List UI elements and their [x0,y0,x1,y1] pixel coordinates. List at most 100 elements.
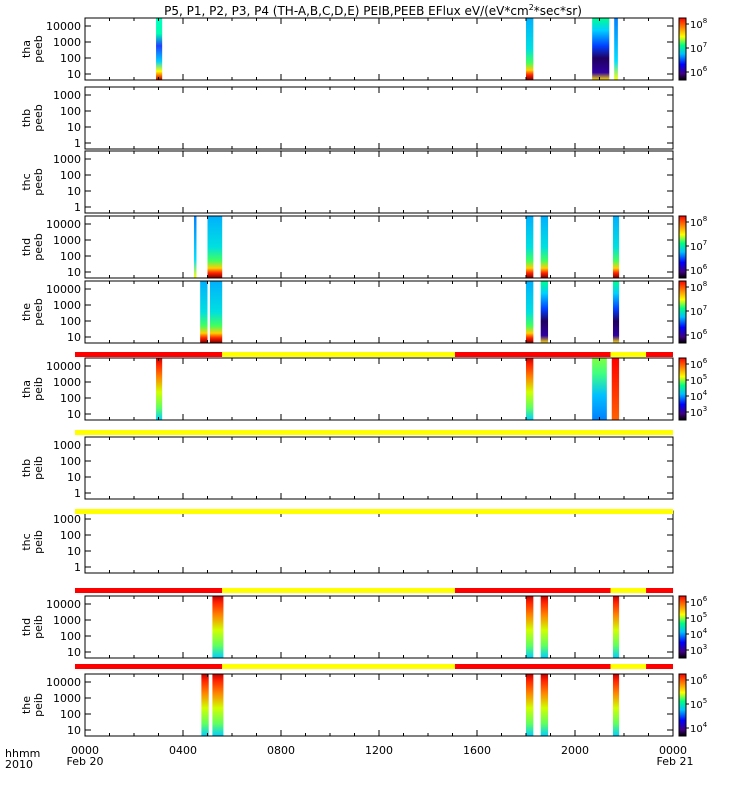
panel-label-probe-thbpeib: thb [20,459,33,477]
y-tick-label-thcpeeb-0: 1 [74,201,81,214]
title-tail: *sec*sr) [534,4,582,18]
colorbar-thepeib [678,673,687,737]
colorbar-tick-label-thdpeib-1: 105 [690,611,707,625]
colorbar-tick-label-thdpeib-0: 106 [690,595,708,609]
colorbar-tick-label-thepeib-1: 105 [690,697,707,711]
y-tick-label-thepeib-0: 10 [67,724,81,737]
y-tick-label-thdpeib-1: 100 [60,630,81,643]
burst-thapeeb-0 [156,18,163,80]
panel-frame-thapeeb [84,17,674,81]
y-tick-label-thapeeb-1: 100 [60,52,81,65]
panel-frame-thcpeeb [84,150,674,214]
panel-frame-thdpeeb [84,215,674,279]
mode-bar-thapeib-3 [610,352,647,357]
y-tick-label-thepeeb-3: 10000 [46,283,81,296]
y-tick-label-thdpeeb-1: 100 [60,250,81,263]
burst-thepeib-3 [540,674,549,736]
panel-frame-thbpeeb [84,86,674,150]
y-tick-label-thcpeeb-1: 10 [67,185,81,198]
time-axis: hhmm 2010 0000 0400 0800 1200 1600 2000 0000 F… [5,744,693,771]
y-tick-label-thepeib-3: 10000 [46,676,81,689]
colorbar-tick-label-thepeeb-0: 108 [690,280,707,294]
panel-label-probe-thepeib: the [20,696,33,714]
burst-thapeib-1 [526,358,534,420]
burst-thepeeb-1 [209,281,223,343]
burst-thepeeb-0 [200,281,208,343]
panel-label-product-thcpeeb: peeb [32,168,45,196]
colorbar-tick-label-thapeib-1: 105 [690,373,707,387]
y-tick-label-thepeeb-2: 1000 [53,299,81,312]
y-tick-label-thapeeb-3: 10000 [46,20,81,33]
mode-bar-thapeib-2 [454,352,611,357]
panel-frame-thepeeb [84,280,674,344]
y-tick-label-thdpeib-0: 10 [67,646,81,659]
burst-thapeeb-2 [592,18,610,80]
title-superscript: 2 [529,3,534,12]
panel-frame-thcpeib [84,510,674,574]
y-tick-label-thapeeb-0: 10 [67,68,81,81]
burst-thepeeb-3 [540,281,549,343]
plot-title: P5, P1, P2, P3, P4 (TH-A,B,C,D,E) PEIB,P… [164,3,582,18]
panel-label-probe-thbpeeb: thb [20,109,33,127]
mode-bar-thepeib-0 [75,664,223,669]
y-tick-label-thepeeb-0: 10 [67,331,81,344]
y-tick-label-thbpeib-1: 10 [67,471,81,484]
time-tick-labels: 0000 0400 0800 1200 1600 2000 0000 [71,744,687,757]
burst-thdpeeb-2 [526,216,534,278]
mode-bar-thbpeib-0 [75,430,673,435]
burst-thepeib-2 [526,674,534,736]
panel-label-product-thepeib: peib [32,693,45,717]
y-tick-label-thcpeib-3: 1000 [53,513,81,526]
burst-thdpeib-3 [612,596,620,658]
panel-label-product-thbpeib: peib [32,456,45,480]
burst-thepeib-0 [201,674,209,736]
panel-thcpeeb: 1 10 100 1000 thc peeb [20,150,674,214]
panel-label-probe-thapeib: tha [20,380,33,398]
panels: 10 100 1000 10000 tha peeb 108 107 106 1 10 100 1000… [20,17,708,737]
y-tick-label-thapeib-3: 10000 [46,360,81,373]
burst-thapeeb-3 [614,18,618,80]
panel-label-probe-thcpeeb: thc [20,173,33,190]
y-tick-label-thbpeeb-2: 100 [60,105,81,118]
panel-frame-thbpeib [84,436,674,500]
colorbar-tick-label-thapeib-0: 106 [690,357,708,371]
burst-thapeeb-1 [526,18,534,80]
mode-bar-thdpeib-0 [75,588,223,593]
colorbar-tick-label-thepeeb-1: 107 [690,304,707,318]
panel-thapeeb: 10 100 1000 10000 tha peeb 108 107 106 [20,17,708,81]
burst-thepeeb-2 [526,281,534,343]
colorbar-tick-label-thapeeb-0: 108 [690,17,707,31]
mode-bar-thcpeib-0 [75,509,673,514]
colorbar-tick-label-thdpeeb-1: 107 [690,239,707,253]
panel-label-product-thcpeib: peib [32,530,45,554]
mode-bars [75,352,673,669]
mode-bar-thapeib-1 [222,352,455,357]
panel-thepeib: 10 100 1000 10000 the peib 106 105 104 [20,673,708,737]
time-tick-label-6: 0000 [659,744,687,757]
time-axis-row-label-hhmm: hhmm [5,747,40,760]
y-tick-label-thdpeeb-0: 10 [67,266,81,279]
time-tick-label-0: 0000 [71,744,99,757]
colorbar-tick-label-thapeeb-2: 106 [690,65,708,79]
y-tick-label-thapeib-1: 100 [60,392,81,405]
panel-thepeeb: 10 100 1000 10000 the peeb 108 107 106 [20,280,708,344]
colorbar-tick-label-thapeib-3: 103 [690,405,707,419]
mode-bar-thdpeib-1 [222,588,455,593]
mode-bar-thepeib-3 [610,664,647,669]
colorbar-tick-label-thdpeeb-2: 106 [690,263,708,277]
colorbar-thapeeb [678,17,687,81]
y-tick-label-thbpeib-0: 1 [74,487,81,500]
panel-frame-thapeib [84,357,674,421]
date-start-label: Feb 20 [67,755,104,768]
svg-text:P5, P1, P2, P3, P4 (TH-A,B,C,D: P5, P1, P2, P3, P4 (TH-A,B,C,D,E) PEIB,P… [164,3,582,18]
panel-thbpeeb: 1 10 100 1000 thb peeb [20,86,674,150]
burst-thdpeeb-3 [540,216,549,278]
y-tick-label-thcpeib-0: 1 [74,561,81,574]
time-tick-label-3: 1200 [365,744,393,757]
colorbar-tick-label-thdpeib-3: 103 [690,643,707,657]
panel-label-probe-thcpeib: thc [20,533,33,550]
colorbar-tick-label-thapeib-2: 104 [690,389,708,403]
y-tick-label-thbpeeb-3: 1000 [53,89,81,102]
